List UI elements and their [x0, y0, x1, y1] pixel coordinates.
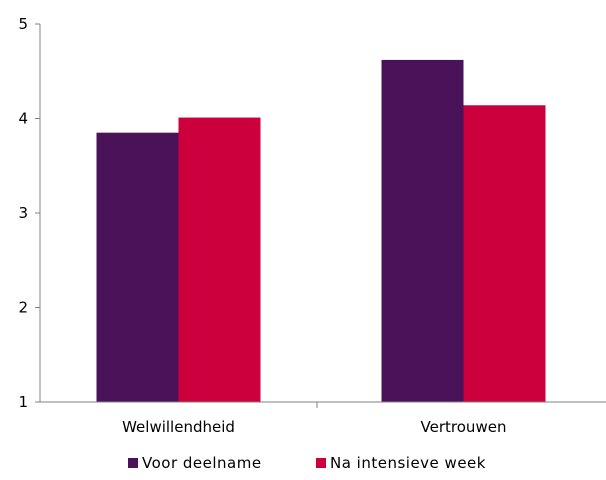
y-tick-label: 5: [18, 15, 28, 33]
bar-voor-deelname-0: [96, 132, 179, 403]
legend-label: Voor deelname: [142, 454, 262, 472]
y-axis-ticks: 1 2 3 4 5: [18, 15, 40, 411]
bars: [96, 59, 546, 403]
y-tick-label: 4: [18, 110, 28, 128]
x-axis-labels: Welwillendheid Vertrouwen: [122, 418, 506, 436]
legend-swatch-voor-deelname: [128, 458, 138, 468]
x-tick-label: Welwillendheid: [122, 418, 235, 436]
y-tick-label: 3: [18, 204, 28, 222]
bar-na-intensieve-week-0: [178, 117, 261, 403]
x-tick-label: Vertrouwen: [421, 418, 507, 436]
bar-na-intensieve-week-1: [463, 105, 546, 403]
legend-swatch-na-intensieve-week: [316, 458, 326, 468]
y-tick-label: 1: [18, 393, 28, 411]
y-tick-label: 2: [18, 299, 28, 317]
legend: Voor deelname Na intensieve week: [128, 454, 486, 472]
axes: [39, 24, 606, 408]
legend-label: Na intensieve week: [330, 454, 486, 472]
bar-voor-deelname-1: [381, 59, 464, 402]
